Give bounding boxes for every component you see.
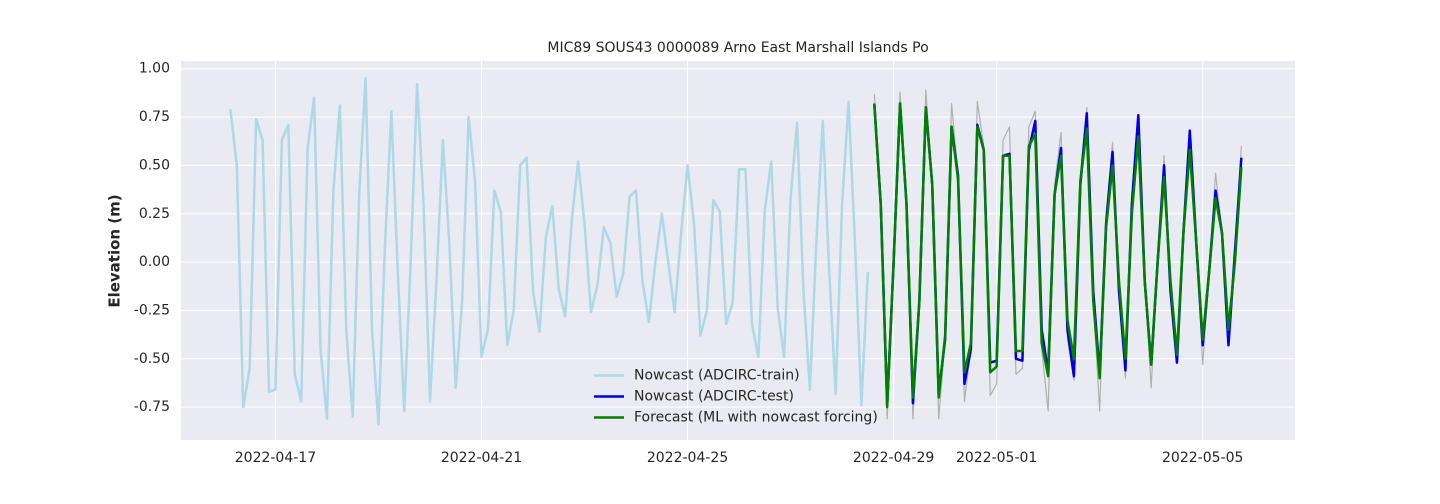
- y-tick-label: 1.00: [139, 61, 170, 77]
- y-tick-label: -0.50: [134, 351, 170, 367]
- y-tick-label: 0.75: [139, 109, 170, 125]
- grid: [181, 61, 1295, 440]
- legend-label: Nowcast (ADCIRC-test): [634, 389, 794, 405]
- legend-label: Forecast (ML with nowcast forcing): [634, 410, 878, 426]
- x-tick-label: 2022-04-17: [235, 450, 316, 466]
- y-tick-label: 0.00: [139, 254, 170, 270]
- x-tick-label: 2022-05-05: [1162, 450, 1243, 466]
- y-tick-label: -0.25: [134, 302, 170, 318]
- chart-title: MIC89 SOUS43 0000089 Arno East Marshall …: [547, 40, 928, 56]
- series-line: [229, 77, 870, 426]
- labels: MIC89 SOUS43 0000089 Arno East Marshall …: [106, 40, 1244, 466]
- legend-label: Nowcast (ADCIRC-train): [634, 368, 800, 384]
- series-line: [873, 102, 1243, 409]
- y-tick-label: 0.25: [139, 206, 170, 222]
- lines: [229, 77, 1243, 426]
- y-tick-label: -0.75: [134, 399, 170, 415]
- x-tick-label: 2022-05-01: [956, 450, 1037, 466]
- y-axis-label: Elevation (m): [106, 194, 124, 307]
- x-tick-label: 2022-04-21: [441, 450, 522, 466]
- legend: Nowcast (ADCIRC-train) Nowcast (ADCIRC-te…: [594, 368, 878, 426]
- x-tick-label: 2022-04-25: [647, 450, 728, 466]
- x-tick-label: 2022-04-29: [853, 450, 934, 466]
- y-tick-label: 0.50: [139, 157, 170, 173]
